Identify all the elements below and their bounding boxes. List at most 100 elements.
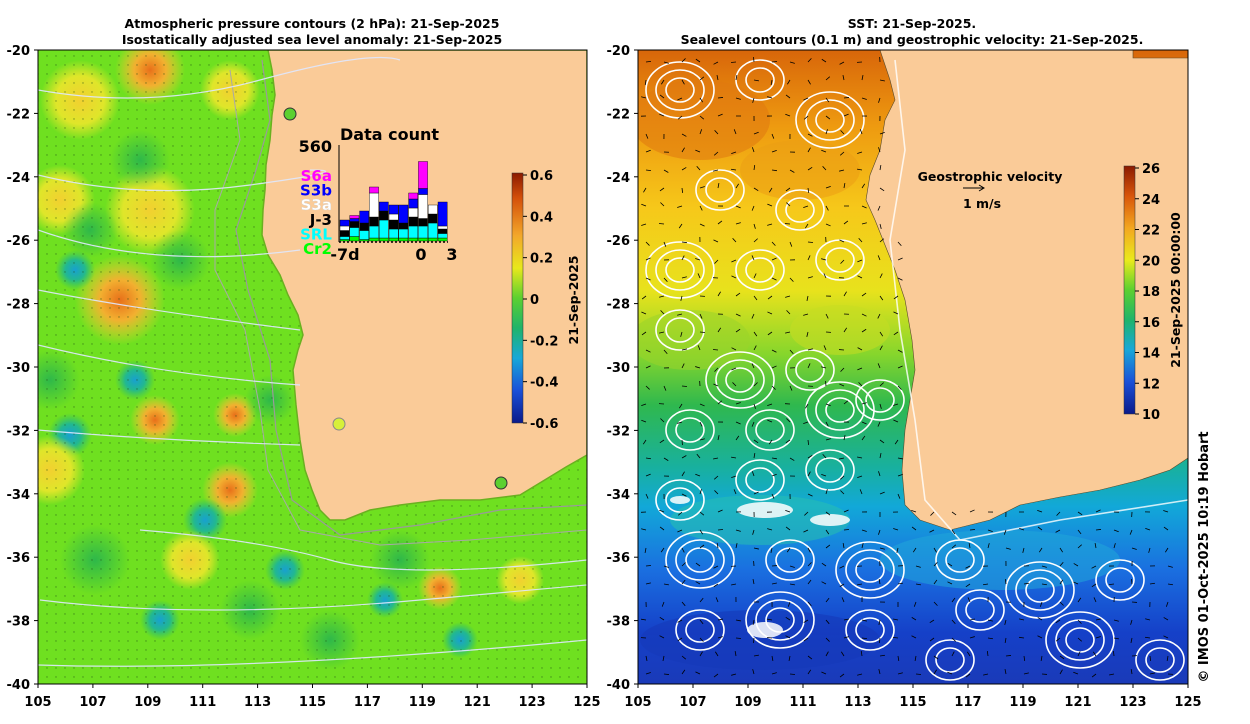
velocity-legend-scale: 1 m/s (963, 196, 1001, 211)
velocity-arrow (1113, 651, 1114, 656)
sst-colorbar-ramp (1124, 166, 1135, 414)
y-tick-label: -34 (7, 488, 31, 503)
data-count-max: 560 (299, 137, 332, 156)
y-tick-label: -24 (7, 171, 31, 186)
colorbar-tick-label: 0.6 (530, 169, 553, 184)
colorbar-tick-label: -0.6 (530, 417, 558, 432)
tide-gauge-marker (333, 418, 345, 430)
colorbar-tick-label: 26 (1142, 162, 1160, 177)
count-bar-segment-s3a (369, 193, 378, 217)
y-tick-label: -38 (607, 615, 631, 630)
count-bar-segment-j-3 (340, 231, 349, 237)
left-map (15, 35, 597, 684)
count-bar-segment-s3a (418, 195, 427, 219)
left-y-axis: -20-22-24-26-28-30-32-34-36-38-40 (7, 44, 39, 693)
velocity-arrow (736, 638, 741, 639)
colorbar-tick-label: 0.4 (530, 210, 553, 225)
velocity-arrow (970, 529, 975, 530)
count-bar-segment-s6a (369, 187, 378, 193)
count-bar-segment-cr2 (409, 238, 418, 241)
x-tick-label: 125 (1174, 695, 1201, 710)
colorbar-tick-label: 0.2 (530, 252, 553, 267)
y-tick-label: -38 (7, 615, 31, 630)
x-tick-label: 115 (299, 695, 326, 710)
y-tick-label: -28 (607, 298, 631, 313)
y-tick-label: -30 (607, 361, 631, 376)
velocity-arrow (646, 565, 651, 566)
x-tick-label: 121 (464, 695, 491, 710)
y-tick-label: -22 (607, 107, 631, 122)
y-tick-label: -32 (7, 424, 31, 439)
count-bar-segment-srl (389, 229, 398, 238)
y-tick-label: -40 (7, 678, 31, 693)
y-tick-label: -34 (607, 488, 631, 503)
y-tick-label: -28 (7, 298, 31, 313)
count-bar-segment-srl (399, 229, 408, 238)
count-bar-segment-j-3 (350, 222, 359, 228)
imos-credit: © IMOS 01-Oct-2025 10:19 Hobart (1197, 431, 1212, 682)
count-bar-segment-s3b (340, 220, 349, 226)
count-bar-segment-cr2 (438, 238, 447, 241)
count-bar-segment-cr2 (340, 240, 349, 242)
count-bar-segment-srl (438, 234, 447, 239)
mission-label-cr2: Cr2 (303, 240, 332, 258)
x-tick-label: 109 (134, 695, 161, 710)
velocity-arrow (682, 386, 687, 387)
count-bar-segment-s3b (379, 202, 388, 211)
count-bar-segment-srl (428, 223, 437, 238)
colorbar-tick-label: 12 (1142, 377, 1160, 392)
x-tick-label: 117 (354, 695, 381, 710)
sla-colorbar-ramp (512, 173, 523, 423)
velocity-arrow (753, 638, 754, 643)
colorbar-tick-label: -0.4 (530, 376, 558, 391)
count-bar-segment-srl (379, 220, 388, 238)
y-tick-label: -20 (7, 44, 31, 59)
count-bar-segment-cr2 (418, 238, 427, 241)
count-bar-segment-s3b (399, 205, 408, 223)
count-bar-segment-j-3 (438, 229, 447, 234)
x-tick-label: 107 (79, 695, 106, 710)
count-bar-segment-j-3 (360, 223, 369, 231)
sla-colorbar-label: 21-Sep-2025 (566, 256, 581, 345)
x-tick-label: 115 (899, 695, 926, 710)
velocity-arrow (718, 97, 723, 98)
x-tick-label: 105 (624, 695, 651, 710)
colorbar-tick-label: 10 (1142, 408, 1160, 423)
colorbar-tick-label: 22 (1142, 224, 1160, 239)
australia-land-right (866, 50, 1188, 530)
count-bar-segment-cr2 (350, 237, 359, 242)
count-bar-segment-j-3 (389, 220, 398, 229)
count-bar-segment-j-3 (409, 217, 418, 226)
x-tick-label: 109 (734, 695, 761, 710)
velocity-arrow (753, 57, 754, 62)
count-bar-segment-cr2 (360, 240, 369, 242)
colorbar-tick-label: 20 (1142, 254, 1160, 269)
count-bar-segment-cr2 (389, 238, 398, 241)
sst-colorbar-label: 21-Sep-2025 00:00:00 (1168, 212, 1183, 368)
count-bar-segment-j-3 (418, 219, 427, 227)
count-bar-segment-j-3 (369, 217, 378, 226)
y-tick-label: -26 (7, 234, 31, 249)
count-bar-segment-s3b (438, 202, 447, 226)
x-tick-label: 119 (409, 695, 436, 710)
count-bar-segment-s3a (409, 208, 418, 217)
colorbar-tick-label: -0.2 (530, 334, 558, 349)
y-tick-label: -30 (7, 361, 31, 376)
count-bar-segment-cr2 (428, 238, 437, 241)
data-count-xlabel-zero: 0 (415, 245, 426, 264)
right-map (630, 50, 1188, 684)
colorbar-tick-label: 0 (530, 293, 539, 308)
y-tick-label: -40 (607, 678, 631, 693)
x-tick-label: 113 (244, 695, 271, 710)
y-tick-label: -36 (607, 551, 631, 566)
right-title-line1: SST: 21-Sep-2025. (848, 16, 976, 31)
data-count-title: Data count (340, 125, 439, 144)
velocity-arrow (808, 242, 813, 243)
colorbar-tick-label: 18 (1142, 285, 1160, 300)
count-bar-segment-s6a (409, 193, 418, 199)
count-bar-segment-srl (360, 231, 369, 240)
count-bar-segment-s3a (438, 226, 447, 229)
